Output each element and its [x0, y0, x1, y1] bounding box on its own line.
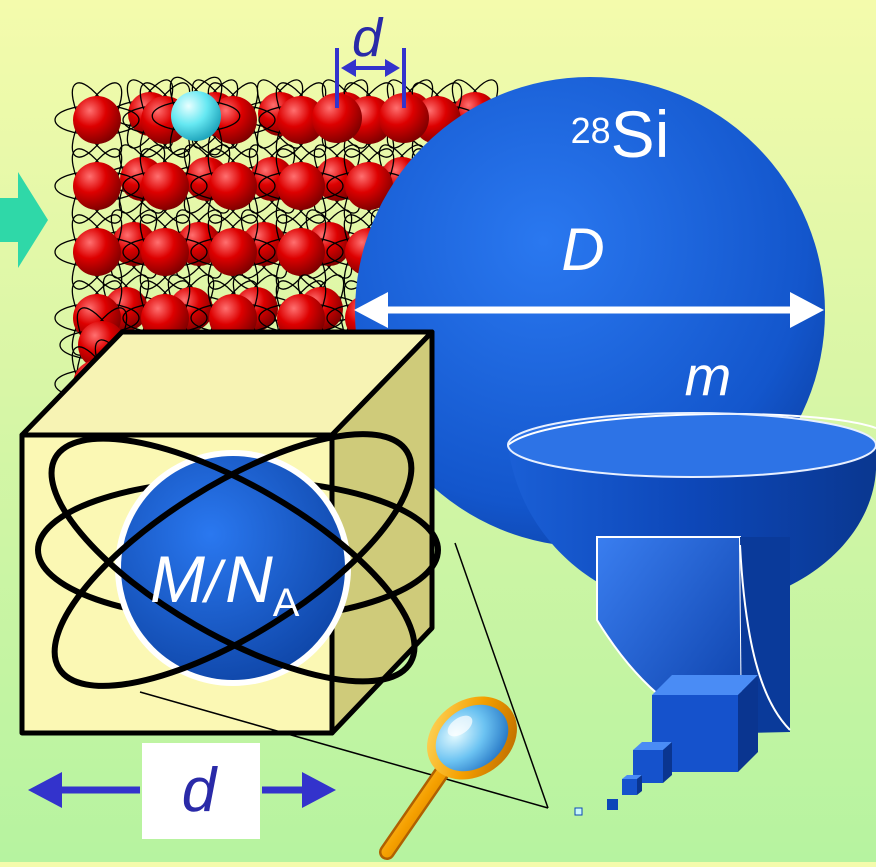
lattice-atom	[258, 148, 344, 224]
cube-cascade	[574, 675, 758, 816]
lattice-atom	[312, 93, 362, 143]
molar-mass-over-avogadro-label: M/NA	[150, 542, 300, 625]
lattice-atom	[54, 214, 140, 290]
isotope-mass-number: 28	[571, 110, 611, 151]
unit-cell-cube: M/NA	[19, 329, 441, 736]
magnification-lines	[139, 542, 549, 809]
cube-tiny	[607, 799, 618, 810]
isotope-label: 28Si	[571, 97, 670, 171]
sphere-diameter-label: D	[561, 216, 604, 283]
lattice-atom	[122, 148, 208, 224]
cube-small	[622, 775, 642, 795]
lattice-atom	[190, 148, 276, 224]
lattice-atom	[379, 93, 429, 143]
molar-mass-symbol: M	[150, 542, 205, 616]
atom-model: M/NA	[35, 431, 441, 689]
lattice-spacing-dimension: d	[335, 8, 406, 108]
lattice-atom	[54, 148, 140, 224]
highlighted-atom	[151, 76, 241, 156]
isotope-symbol: Si	[611, 97, 670, 171]
avogadro-subscript: A	[273, 581, 300, 625]
magnifier-icon	[379, 696, 517, 860]
cube-micro	[574, 807, 583, 816]
cube-edge-label: d	[182, 756, 219, 825]
lattice-spacing-label: d	[352, 8, 384, 68]
right-arrow-icon	[0, 172, 48, 268]
sphere-mass-label: m	[685, 344, 732, 407]
lattice-atom	[258, 214, 344, 290]
avogadro-symbol: N	[225, 542, 273, 616]
lattice-atom	[54, 82, 140, 158]
lattice-atom	[190, 82, 276, 158]
lattice-atom	[258, 82, 344, 158]
cube-edge-dimension: d	[28, 743, 336, 839]
